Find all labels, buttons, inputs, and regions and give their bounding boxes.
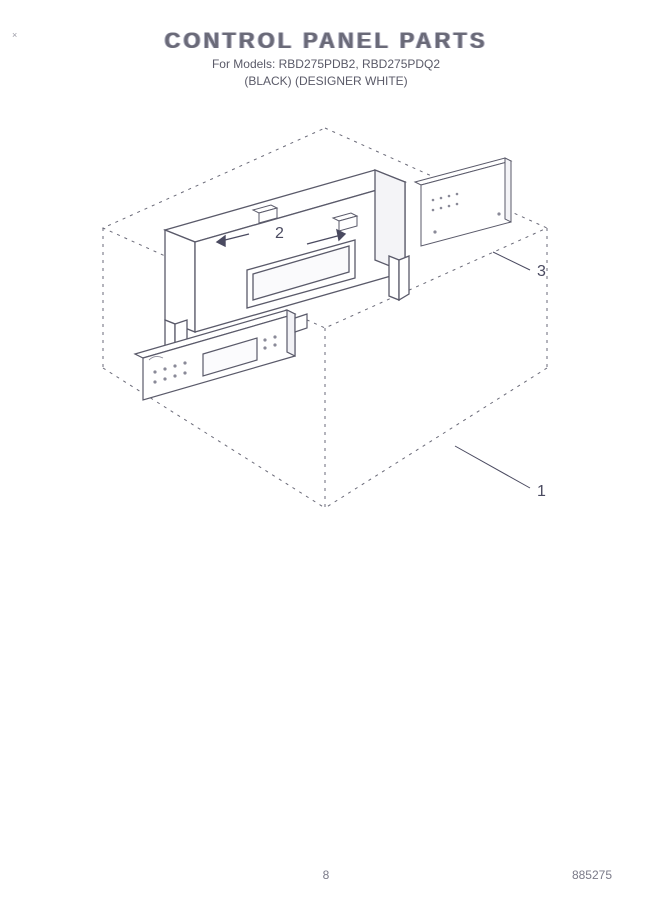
page-subtitle: For Models: RBD275PDB2, RBD275PDQ2 (BLAC… xyxy=(0,56,652,90)
footer-page-number: 8 xyxy=(323,868,330,882)
callout-2: 2 xyxy=(275,225,284,242)
page-root: × CONTROL PANEL PARTS For Models: RBD275… xyxy=(0,0,652,900)
page-title: CONTROL PANEL PARTS xyxy=(0,28,652,54)
diagram-area: 1 2 3 xyxy=(75,110,575,530)
footer-doc-number: 885275 xyxy=(572,868,612,882)
leader-lines xyxy=(455,252,530,488)
callout-1: 1 xyxy=(537,483,546,500)
models-line: For Models: RBD275PDB2, RBD275PDQ2 xyxy=(212,57,440,71)
colors-line: (BLACK) (DESIGNER WHITE) xyxy=(244,74,407,88)
exploded-diagram-svg: 1 2 3 xyxy=(75,110,575,530)
callout-3: 3 xyxy=(537,263,546,280)
rear-control-board xyxy=(415,110,511,246)
